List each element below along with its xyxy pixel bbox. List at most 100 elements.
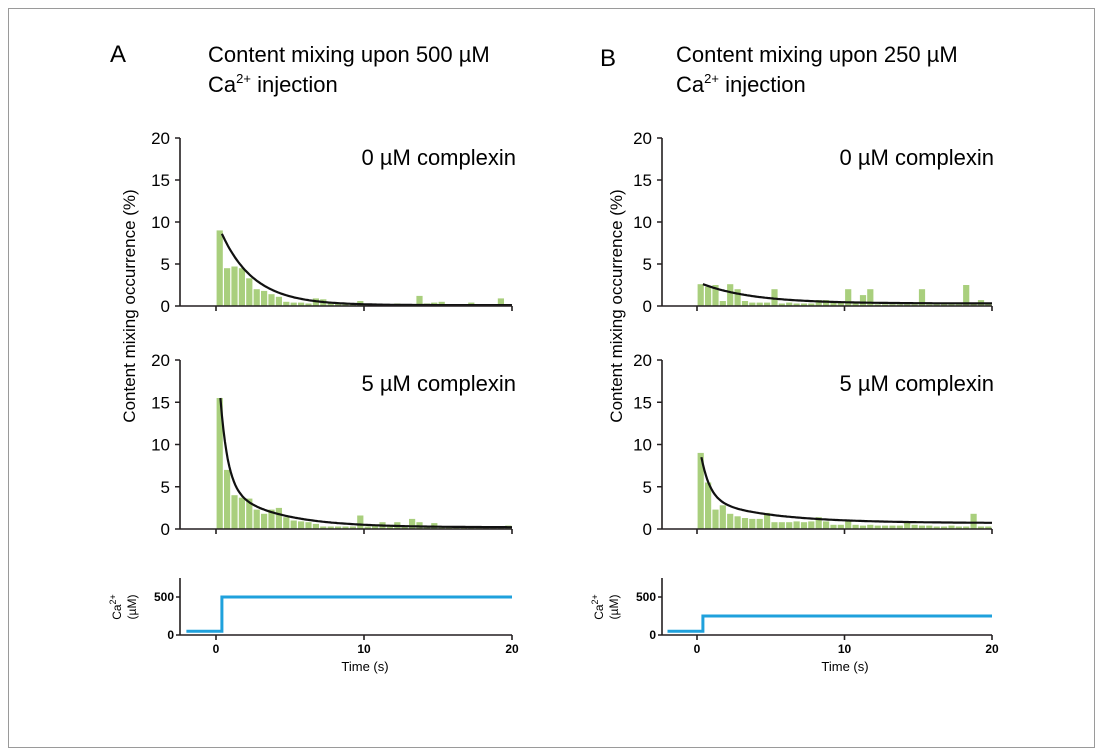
histogram-bar [859, 525, 867, 529]
histogram-bar [342, 303, 349, 306]
histogram-bar [911, 304, 918, 306]
histogram-bar [963, 285, 970, 306]
histogram-bar [815, 300, 822, 306]
histogram-bar [719, 505, 726, 529]
calcium-step-line [186, 595, 512, 633]
histogram-bar [298, 302, 305, 306]
histogram-bar [904, 304, 911, 306]
histogram-bar [756, 302, 763, 306]
plots-layer: 0 µM complexin 0 5 10 15 20 5 µM complexin 0 5 10… [151, 129, 999, 656]
histogram-bar [468, 527, 475, 529]
y-axis-label-b: Content mixing occurrence (%) [607, 189, 626, 422]
histogram-bar [283, 517, 290, 529]
figure-canvas: A Content mixing upon 500 µM Ca2+ inject… [108, 41, 999, 674]
histogram-bar [793, 521, 800, 529]
histogram-bar [963, 526, 970, 529]
histogram-bar [874, 525, 881, 529]
svg-text:(µM): (µM) [607, 595, 621, 620]
histogram-bar [911, 524, 918, 529]
histogram-bar [941, 526, 948, 529]
histogram-bar [268, 294, 275, 306]
histogram-bar [216, 230, 223, 306]
y-tick-label: 0 [161, 297, 170, 316]
fit-curve [700, 456, 992, 524]
histogram-bar [933, 304, 940, 306]
histogram-bar [734, 289, 741, 306]
x-axis-label-a: Time (s) [341, 659, 388, 674]
inset-title: 5 µM complexin [839, 371, 994, 396]
histogram-bar [741, 301, 749, 306]
histogram-bar [918, 289, 926, 306]
svg-text:(µM): (µM) [125, 595, 139, 620]
histogram-bar [275, 296, 282, 306]
x-tick-label: 20 [505, 642, 519, 656]
y-tick-label: 20 [151, 129, 170, 148]
fit-curve [702, 283, 992, 305]
histogram-bar [320, 526, 327, 529]
histogram-bar [238, 497, 245, 529]
histogram-bar [830, 301, 837, 306]
histogram-bar [837, 301, 844, 306]
histogram-bar [800, 303, 808, 306]
histogram-bar [918, 525, 926, 529]
histogram-bar [224, 268, 231, 306]
histogram-bar [793, 303, 800, 306]
histogram-bar [764, 302, 771, 306]
y-tick-label: 5 [643, 478, 652, 497]
histogram-bar [712, 285, 719, 306]
histogram-bar [749, 518, 756, 529]
histogram-bar [386, 524, 393, 529]
panel-a-title-line1: Content mixing upon 500 µM [208, 42, 490, 67]
svg-text:Ca2+: Ca2+ [108, 594, 124, 620]
histogram-bar [985, 304, 992, 306]
histogram-bar [852, 524, 859, 529]
x-axis-label-b: Time (s) [821, 659, 868, 674]
histogram-bar [955, 304, 962, 306]
y-tick-label: 0 [643, 520, 652, 539]
histogram-bar [741, 518, 749, 529]
histogram-bar [926, 525, 933, 529]
histogram-bar [253, 289, 260, 306]
histogram-bar [896, 525, 903, 529]
histogram-bar [926, 304, 933, 306]
histogram-bar [305, 303, 312, 306]
histogram-bar [216, 398, 223, 529]
y-tick-label: 10 [151, 213, 170, 232]
y-tick-label: 20 [633, 351, 652, 370]
histogram-bar [867, 524, 874, 529]
x-tick-label: 10 [838, 642, 852, 656]
y-tick-label: 10 [151, 436, 170, 455]
histogram-bar [970, 304, 977, 306]
histogram-bar [904, 521, 911, 529]
histogram-bar [764, 512, 771, 529]
y-tick-label: 0 [167, 628, 174, 642]
histogram-bar [808, 303, 815, 306]
panel-letter-a: A [110, 41, 126, 68]
y-tick-label: 5 [643, 255, 652, 274]
histogram-bar [786, 522, 793, 529]
histogram-bar [786, 302, 793, 306]
y-tick-label: 10 [633, 436, 652, 455]
histogram-bar [837, 524, 844, 529]
y-tick-label: 20 [151, 351, 170, 370]
histogram-bar [460, 527, 467, 529]
histogram-bar [941, 304, 948, 306]
histogram-bar [372, 525, 379, 529]
histogram-bar [889, 525, 896, 529]
y-tick-label: 5 [161, 255, 170, 274]
y-axis-label-a: Content mixing occurrence (%) [120, 189, 139, 422]
fit-curve [219, 397, 512, 529]
histogram-bar [327, 303, 334, 306]
histogram-bar [238, 268, 245, 306]
histogram-bar [823, 521, 830, 529]
histogram-bar [697, 452, 704, 529]
histogram-bar [253, 509, 260, 529]
histogram-bar [342, 526, 349, 529]
chart-4: 0 500 0 10 20 [154, 578, 519, 656]
y-tick-label: 0 [161, 520, 170, 539]
histogram-bar [749, 302, 756, 306]
y-tick-label: 5 [161, 478, 170, 497]
histogram-bar [357, 515, 364, 529]
histogram-bar [409, 518, 416, 529]
histogram-bar [261, 290, 268, 306]
